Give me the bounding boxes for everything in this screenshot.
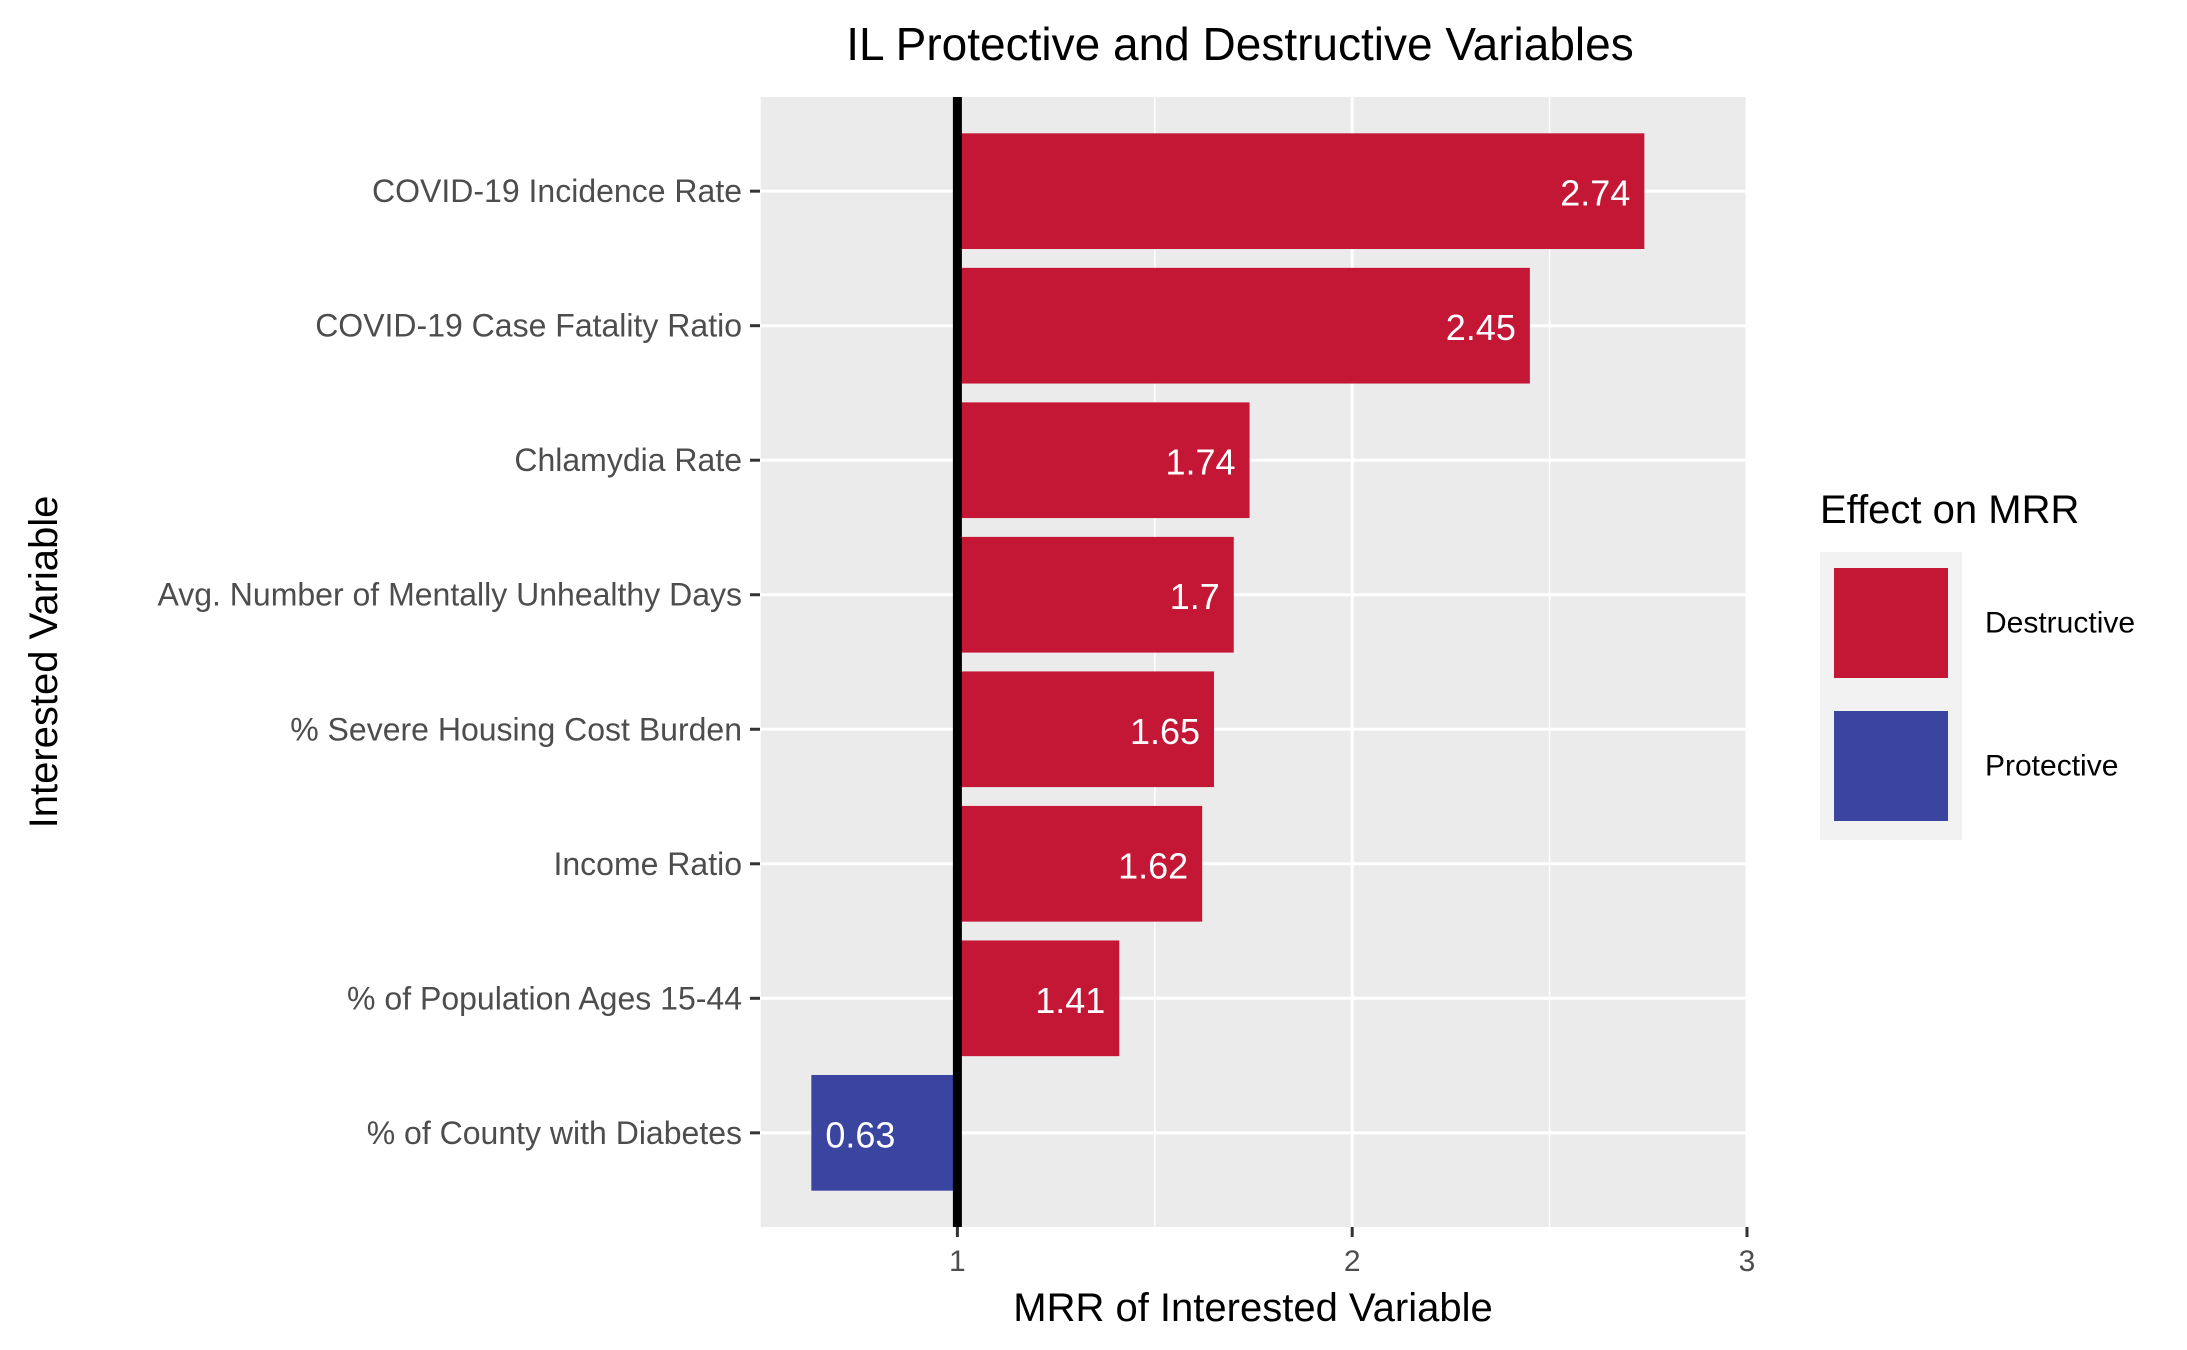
bar-value-label-8: 0.63 bbox=[825, 1114, 895, 1155]
bar-4 bbox=[957, 536, 1234, 653]
legend-label-protective: Protective bbox=[1985, 750, 2118, 783]
category-label-6: Income Ratio bbox=[553, 846, 742, 882]
bar-7 bbox=[957, 940, 1120, 1057]
legend-items: Destructive Protective bbox=[1834, 568, 2135, 821]
grid-lines bbox=[759, 97, 1749, 1227]
x-axis-title: MRR of Interested Variable bbox=[1013, 1286, 1492, 1330]
bar-value-label-1: 2.74 bbox=[1560, 173, 1630, 214]
legend-swatch-destructive bbox=[1834, 568, 1948, 678]
legend: Effect on MRR Destructive Protective bbox=[1820, 488, 2135, 840]
bar-1 bbox=[957, 133, 1645, 250]
bar-6 bbox=[957, 805, 1203, 922]
bar-value-label-5: 1.65 bbox=[1130, 711, 1200, 752]
bar-8 bbox=[811, 1074, 958, 1191]
bars bbox=[811, 133, 1645, 1191]
y-axis-title: Interested Variable bbox=[22, 496, 66, 829]
category-label-4: Avg. Number of Mentally Unhealthy Days bbox=[157, 577, 742, 613]
bar-value-label-6: 1.62 bbox=[1118, 845, 1188, 886]
legend-title: Effect on MRR bbox=[1820, 488, 2079, 532]
bar-2 bbox=[957, 267, 1530, 384]
category-label-5: % Severe Housing Cost Burden bbox=[290, 711, 742, 747]
chart-title: IL Protective and Destructive Variables bbox=[846, 18, 1633, 70]
plot-panel bbox=[760, 97, 1747, 1227]
category-label-1: COVID-19 Incidence Rate bbox=[372, 173, 742, 209]
bar-value-label-3: 1.74 bbox=[1165, 442, 1235, 483]
bar-value-label-7: 1.41 bbox=[1035, 980, 1105, 1021]
category-label-2: COVID-19 Case Fatality Ratio bbox=[315, 308, 742, 344]
bar-3 bbox=[957, 402, 1250, 519]
category-label-8: % of County with Diabetes bbox=[367, 1115, 742, 1151]
bar-value-label-2: 2.45 bbox=[1446, 307, 1516, 348]
category-axis: COVID-19 Incidence Rate COVID-19 Case Fat… bbox=[157, 173, 760, 1151]
legend-swatch-protective bbox=[1834, 711, 1948, 821]
category-label-3: Chlamydia Rate bbox=[514, 442, 742, 478]
x-tick-label: 2 bbox=[1344, 1245, 1361, 1278]
bar-labels: 2.74 2.45 1.74 1.7 1.65 1.62 1.41 0.63 bbox=[825, 173, 1630, 1156]
legend-label-destructive: Destructive bbox=[1985, 607, 2135, 640]
category-label-7: % of Population Ages 15-44 bbox=[347, 980, 742, 1016]
x-tick-label: 1 bbox=[949, 1245, 966, 1278]
bar-value-label-4: 1.7 bbox=[1170, 576, 1220, 617]
x-axis: 1 2 3 bbox=[949, 1227, 1755, 1278]
bar-5 bbox=[957, 671, 1215, 788]
x-tick-label: 3 bbox=[1739, 1245, 1756, 1278]
